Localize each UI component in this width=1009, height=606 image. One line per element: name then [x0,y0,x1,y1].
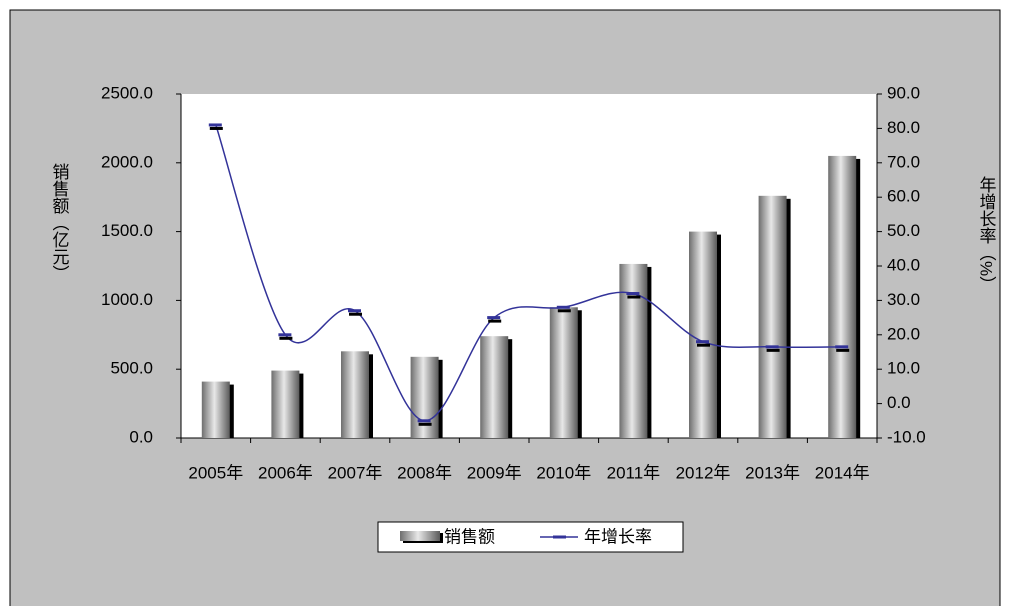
y2-tick-label: 90.0 [887,83,920,102]
y-tick-label: 1000.0 [101,290,153,309]
marker [278,333,292,337]
x-tick-label: 2007年 [328,463,383,482]
y2-tick-label: 40.0 [887,255,920,274]
bar [758,195,787,438]
bar [480,336,509,438]
x-tick-label: 2009年 [467,463,522,482]
marker-shadow [557,309,571,313]
marker [626,292,640,296]
y2-tick-label: 30.0 [887,290,920,309]
marker-shadow [697,343,710,347]
bar [619,263,648,438]
marker [348,309,361,313]
marker [835,345,849,349]
x-tick-label: 2013年 [745,463,800,482]
legend-swatch [400,531,440,541]
y-tick-label: 0.0 [129,427,153,446]
bar [828,155,857,439]
y-tick-label: 1500.0 [101,221,153,240]
bar [410,356,439,438]
y2-tick-label: 0.0 [887,393,911,412]
legend-label: 销售额 [444,527,495,546]
bar [549,307,578,438]
marker-shadow [836,348,850,352]
marker-shadow [766,348,780,352]
marker-shadow [488,319,502,323]
line [215,124,843,422]
y2-tick-label: 20.0 [887,324,920,343]
bar [341,351,369,438]
legend-label: 年增长率 [584,527,652,546]
y2-tick-label: 50.0 [887,221,920,240]
marker-shadow [209,126,223,130]
marker [417,419,431,423]
y2-tick-label: -10.0 [887,427,926,446]
x-tick-label: 2010年 [536,463,591,482]
y-axis-label: 销售额（亿元） [50,163,70,282]
marker-shadow [279,336,293,340]
marker-shadow [418,422,432,426]
marker [696,340,709,344]
x-tick-label: 2012年 [676,463,731,482]
y2-tick-label: 80.0 [887,118,920,137]
marker-shadow [349,312,362,316]
x-tick-label: 2014年 [815,463,870,482]
y-tick-label: 2000.0 [101,152,153,171]
y2-tick-label: 60.0 [887,187,920,206]
y-tick-label: 500.0 [110,359,153,378]
marker-shadow [627,295,641,299]
bar [201,381,230,438]
x-tick-label: 2006年 [258,463,313,482]
legend [377,521,684,553]
legend-marker [553,535,566,539]
marker [556,305,570,309]
y-tick-label: 2500.0 [101,83,153,102]
marker [208,123,222,127]
x-tick-label: 2008年 [397,463,452,482]
y2-tick-label: 70.0 [887,152,920,171]
marker [765,345,779,349]
bar [689,231,717,438]
marker [487,316,501,320]
y2-tick-label: 10.0 [887,359,920,378]
y2-axis-label: 年增长率（%） [977,176,997,293]
bar [271,370,300,438]
x-tick-label: 2011年 [607,463,661,482]
x-tick-label: 2005年 [188,463,243,482]
